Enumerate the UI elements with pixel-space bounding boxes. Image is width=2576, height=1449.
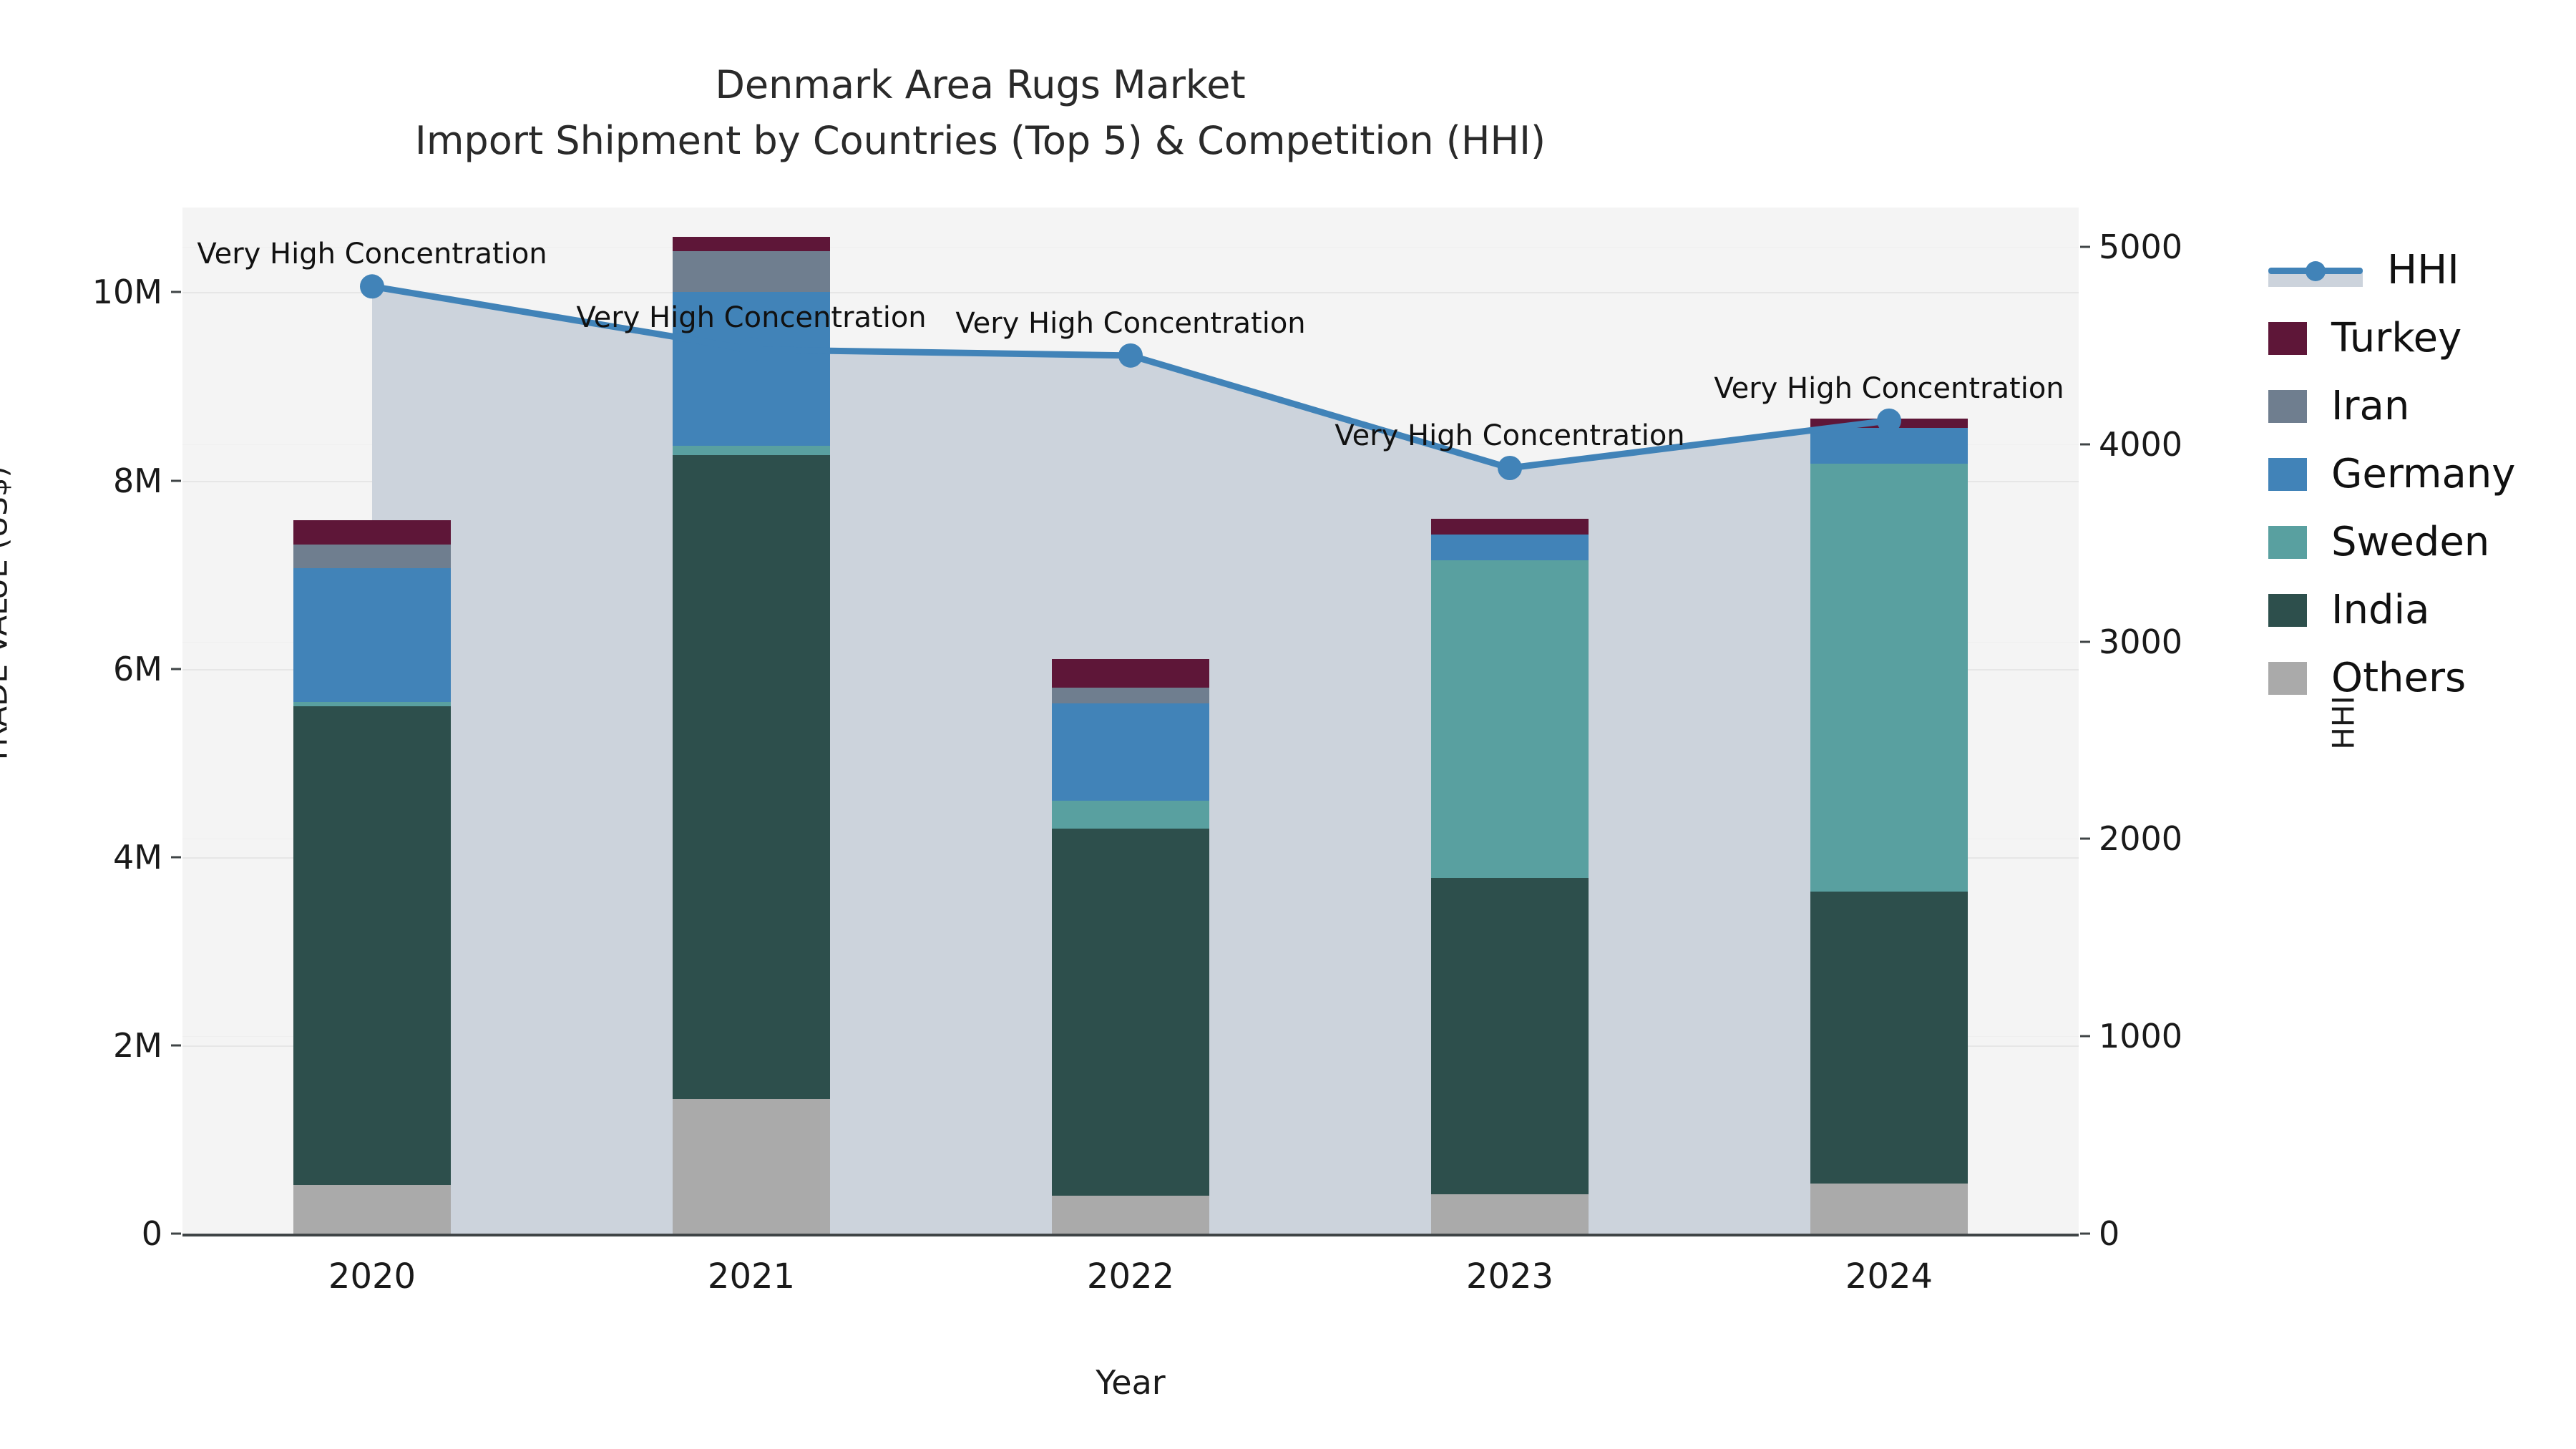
bar-segment-others-2020[interactable] [293,1184,451,1234]
plot-area [182,208,2079,1236]
y-tick-label-left: 10M [92,273,162,312]
bar-segment-others-2022[interactable] [1052,1196,1209,1234]
legend-label: Turkey [2331,315,2462,361]
x-tick-label-2020: 2020 [328,1257,416,1297]
y-axis-label-left: TRADE VALUE (US$) [0,466,14,765]
gridline-right [182,444,2079,445]
legend-label: Sweden [2331,519,2490,565]
legend-swatch-icon [2268,457,2307,491]
y-tick-label-right: 2000 [2099,819,2183,859]
legend-label: India [2331,587,2430,633]
y-tick-mark-left [171,479,181,482]
legend-line-key-icon [2268,254,2363,287]
gridline-right [182,247,2079,248]
y-tick-mark-right [2080,640,2090,643]
bar-segment-india-2023[interactable] [1431,877,1589,1194]
bar-segment-turkey-2021[interactable] [673,236,830,251]
bar-segment-others-2021[interactable] [673,1098,830,1234]
chart-subtitle: Import Shipment by Countries (Top 5) & C… [414,118,1546,164]
bar-segment-others-2023[interactable] [1431,1194,1589,1234]
chart-title-block: Denmark Area Rugs Market Import Shipment… [0,57,1961,170]
y-tick-label-right: 4000 [2099,424,2183,464]
y-tick-mark-right [2080,443,2090,446]
x-tick-label-2021: 2021 [707,1257,796,1297]
legend-swatch-icon [2268,321,2307,355]
gridline-left [182,480,2079,482]
bar-segment-sweden-2020[interactable] [293,701,451,707]
annotation-concentration-2023: Very High Concentration [1335,419,1685,452]
y-tick-label-right: 5000 [2099,228,2183,267]
legend-swatch-icon [2268,661,2307,695]
legend-swatch-icon [2268,593,2307,627]
bar-segment-india-2020[interactable] [293,706,451,1185]
bar-segment-germany-2020[interactable] [293,567,451,702]
bar-segment-turkey-2023[interactable] [1431,519,1589,535]
y-tick-label-left: 6M [113,649,162,688]
legend-swatch-icon [2268,389,2307,423]
bar-segment-iran-2021[interactable] [673,250,830,293]
y-tick-mark-left [171,291,181,293]
y-tick-mark-right [2080,837,2090,840]
y-tick-mark-right [2080,1035,2090,1038]
x-tick-label-2024: 2024 [1845,1257,1933,1297]
bar-segment-germany-2023[interactable] [1431,534,1589,561]
y-tick-label-right: 1000 [2099,1017,2183,1056]
legend: HHI Turkey Iran Germany Sweden India Others [2268,236,2569,712]
legend-item-hhi[interactable]: HHI [2268,236,2569,304]
gridline-right [182,641,2079,643]
y-tick-label-left: 0 [141,1214,162,1253]
legend-label: HHI [2387,247,2459,293]
legend-item-sweden[interactable]: Sweden [2268,508,2569,576]
bar-segment-sweden-2023[interactable] [1431,560,1589,878]
bar-segment-germany-2022[interactable] [1052,703,1209,801]
x-tick-label-2022: 2022 [1086,1257,1175,1297]
x-tick-label-2023: 2023 [1465,1257,1554,1297]
bar-segment-iran-2020[interactable] [293,544,451,568]
x-axis-baseline [182,1234,2079,1236]
annotation-concentration-2024: Very High Concentration [1714,371,2064,405]
bar-segment-sweden-2021[interactable] [673,445,830,455]
legend-label: Germany [2331,451,2516,497]
bar-segment-india-2021[interactable] [673,455,830,1099]
legend-swatch-icon [2268,525,2307,559]
y-tick-mark-right [2080,245,2090,248]
bar-segment-sweden-2022[interactable] [1052,800,1209,829]
bar-segment-iran-2022[interactable] [1052,687,1209,704]
annotation-concentration-2021: Very High Concentration [576,301,927,334]
y-tick-label-left: 8M [113,461,162,500]
legend-item-germany[interactable]: Germany [2268,440,2569,508]
y-tick-mark-left [171,856,181,859]
y-tick-label-left: 2M [113,1025,162,1065]
y-tick-label-left: 4M [113,837,162,877]
bar-segment-india-2022[interactable] [1052,829,1209,1196]
bar-segment-india-2024[interactable] [1810,892,1968,1184]
annotation-concentration-2020: Very High Concentration [197,238,547,271]
legend-item-others[interactable]: Others [2268,644,2569,712]
chart-title: Denmark Area Rugs Market [715,62,1246,107]
legend-label: Others [2331,655,2467,701]
y-tick-label-right: 3000 [2099,622,2183,661]
y-tick-mark-left [171,1232,181,1235]
bar-segment-turkey-2020[interactable] [293,519,451,545]
bar-segment-sweden-2024[interactable] [1810,463,1968,892]
legend-item-india[interactable]: India [2268,576,2569,644]
annotation-concentration-2022: Very High Concentration [955,306,1306,340]
y-tick-mark-left [171,1044,181,1047]
y-tick-mark-left [171,668,181,670]
bar-segment-turkey-2022[interactable] [1052,659,1209,688]
bar-segment-turkey-2024[interactable] [1810,418,1968,428]
legend-label: Iran [2331,383,2410,429]
y-tick-label-right: 0 [2099,1214,2120,1253]
y-tick-mark-right [2080,1232,2090,1235]
x-axis-label: Year [1096,1363,1166,1402]
bar-segment-germany-2024[interactable] [1810,427,1968,464]
legend-item-iran[interactable]: Iran [2268,372,2569,440]
gridline-left [182,292,2079,294]
bar-segment-others-2024[interactable] [1810,1184,1968,1234]
legend-item-turkey[interactable]: Turkey [2268,304,2569,372]
